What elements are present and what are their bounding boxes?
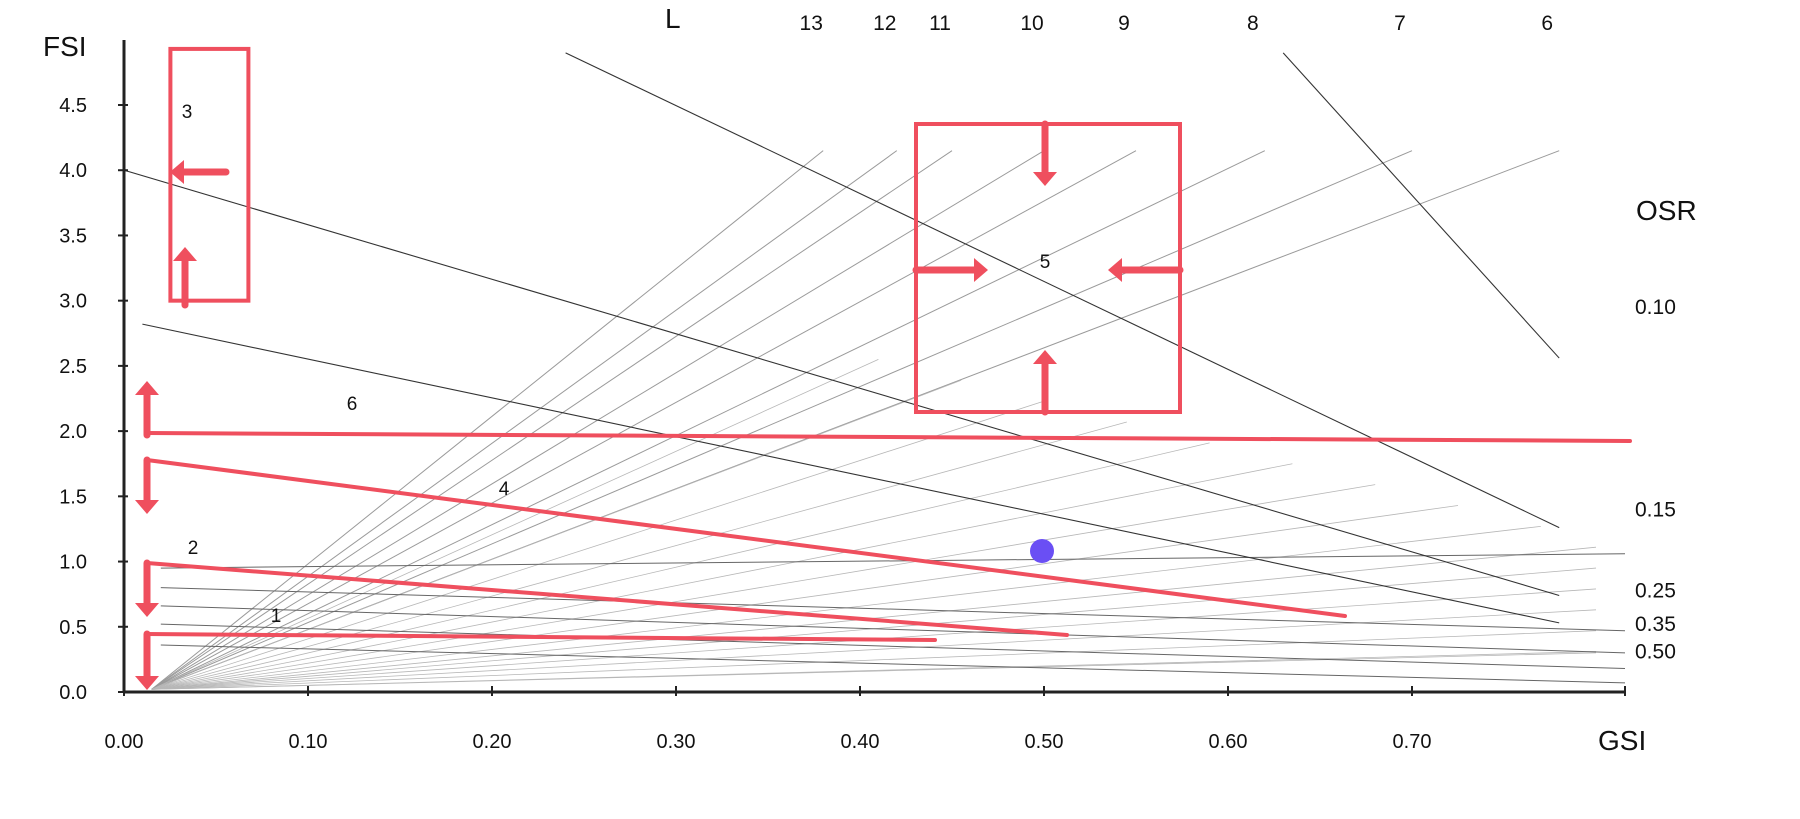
x-tick-label: 0.20: [473, 731, 512, 753]
l-line-9: [151, 150, 1137, 690]
osr-axis-title: OSR: [1636, 195, 1697, 226]
l-label-6: 6: [1541, 12, 1553, 35]
osr-line-0.15: [160, 587, 1625, 632]
x-tick-label: 0.50: [1025, 731, 1064, 753]
l-fan-line: [151, 421, 1127, 690]
l-label-7: 7: [1394, 12, 1406, 35]
area-5-arrow-down: [1033, 120, 1057, 186]
x-tick-label: 0.10: [289, 731, 328, 753]
label-layer: 13 12 11 10 9 8 7 60.100.150.250.350.500.00 0.10…: [43, 3, 1697, 756]
area-6-arrow-up: [135, 381, 159, 439]
reference-line: [124, 169, 1560, 596]
l-line-8: [151, 150, 1266, 690]
l-fan-line: [151, 379, 962, 690]
axes-layer: [118, 40, 1626, 696]
l-line-7: [151, 150, 1413, 690]
l-axis-title: L: [665, 3, 681, 34]
x-tick-label: 0.00: [105, 731, 144, 753]
l-fan-line: [151, 463, 1293, 690]
l-fan-line: [151, 442, 1210, 690]
area-2-line: [145, 561, 1069, 637]
osr-line-layer: [160, 553, 1625, 684]
l-label-8: 8: [1247, 12, 1259, 35]
y-tick-label: 1.0: [59, 552, 87, 574]
y-tick-label: 1.5: [59, 486, 87, 508]
l-fan-line: [151, 484, 1376, 690]
l-label-13: 13: [800, 12, 823, 35]
l-fan-line: [151, 652, 1597, 690]
area-1-label: 1: [271, 606, 282, 627]
area-3-label: 3: [182, 102, 193, 123]
area-4-line: [145, 458, 1347, 618]
area-6-line: [145, 431, 1632, 443]
l-label-11: 11: [929, 12, 951, 35]
area-4-arrow-down: [135, 456, 159, 514]
area-5-arrow-right: [912, 258, 988, 282]
osr-label-0.25: 0.25: [1635, 579, 1676, 602]
annotation-layer: [135, 46, 1632, 690]
reference-line: [1282, 52, 1560, 359]
area-5-arrow-up: [1033, 350, 1057, 416]
l-fan-line: [151, 505, 1459, 690]
osr-label-0.35: 0.35: [1635, 613, 1676, 636]
x-tick-label: 0.30: [657, 731, 696, 753]
osr-line-0.10: [160, 553, 1625, 569]
y-tick-label: 4.5: [59, 95, 87, 117]
highlight-point: [1030, 539, 1054, 563]
l-label-10: 10: [1020, 12, 1043, 35]
reference-line-layer: [124, 52, 1560, 624]
area-3-arrow-left: [170, 160, 230, 184]
area-4-label: 4: [499, 479, 510, 500]
osr-line-0.25: [160, 605, 1625, 654]
l-label-9: 9: [1118, 12, 1130, 35]
osr-label-0.15: 0.15: [1635, 498, 1676, 521]
l-label-12: 12: [873, 12, 896, 35]
area-1-arrow-down: [135, 630, 159, 690]
reference-line: [565, 52, 1560, 529]
area-6-label: 6: [347, 394, 358, 415]
y-tick-label: 0.5: [59, 617, 87, 639]
l-line-11: [151, 150, 953, 690]
osr-label-0.50: 0.50: [1635, 641, 1676, 664]
area-3-box: [168, 46, 251, 303]
l-fan-line: [151, 400, 1045, 690]
l-line-13: [151, 150, 824, 690]
l-line-12: [151, 150, 898, 690]
osr-label-0.10: 0.10: [1635, 296, 1676, 319]
area-2-label: 2: [188, 538, 199, 559]
y-tick-label: 3.0: [59, 291, 87, 313]
x-tick-label: 0.60: [1209, 731, 1248, 753]
y-tick-label: 0.0: [59, 682, 87, 704]
area-1-line: [145, 632, 937, 642]
y-tick-label: 2.5: [59, 356, 87, 378]
area-5-label: 5: [1040, 252, 1051, 273]
x-tick-label: 0.40: [841, 731, 880, 753]
area-3-arrow-up: [173, 247, 197, 309]
reference-line: [142, 323, 1560, 624]
y-tick-label: 3.5: [59, 225, 87, 247]
x-axis-title: GSI: [1598, 725, 1646, 756]
y-axis-title: FSI: [43, 31, 87, 62]
y-tick-label: 4.0: [59, 160, 87, 182]
l-fan-line: [151, 630, 1597, 690]
y-tick-label: 2.0: [59, 421, 87, 443]
area-2-arrow-down: [135, 559, 159, 617]
area-5-arrow-left: [1108, 258, 1184, 282]
x-tick-label: 0.70: [1393, 731, 1432, 753]
osr-line-0.50: [160, 644, 1625, 684]
osr-line-0.35: [160, 623, 1625, 670]
